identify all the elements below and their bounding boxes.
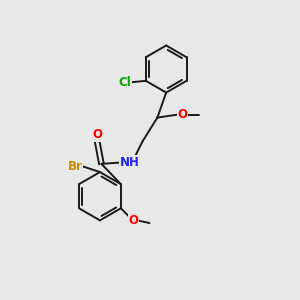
Text: Cl: Cl bbox=[119, 76, 132, 89]
Text: Br: Br bbox=[68, 160, 82, 173]
Text: O: O bbox=[177, 108, 188, 121]
Text: O: O bbox=[92, 128, 102, 142]
Text: O: O bbox=[128, 214, 138, 227]
Text: NH: NH bbox=[119, 156, 139, 169]
